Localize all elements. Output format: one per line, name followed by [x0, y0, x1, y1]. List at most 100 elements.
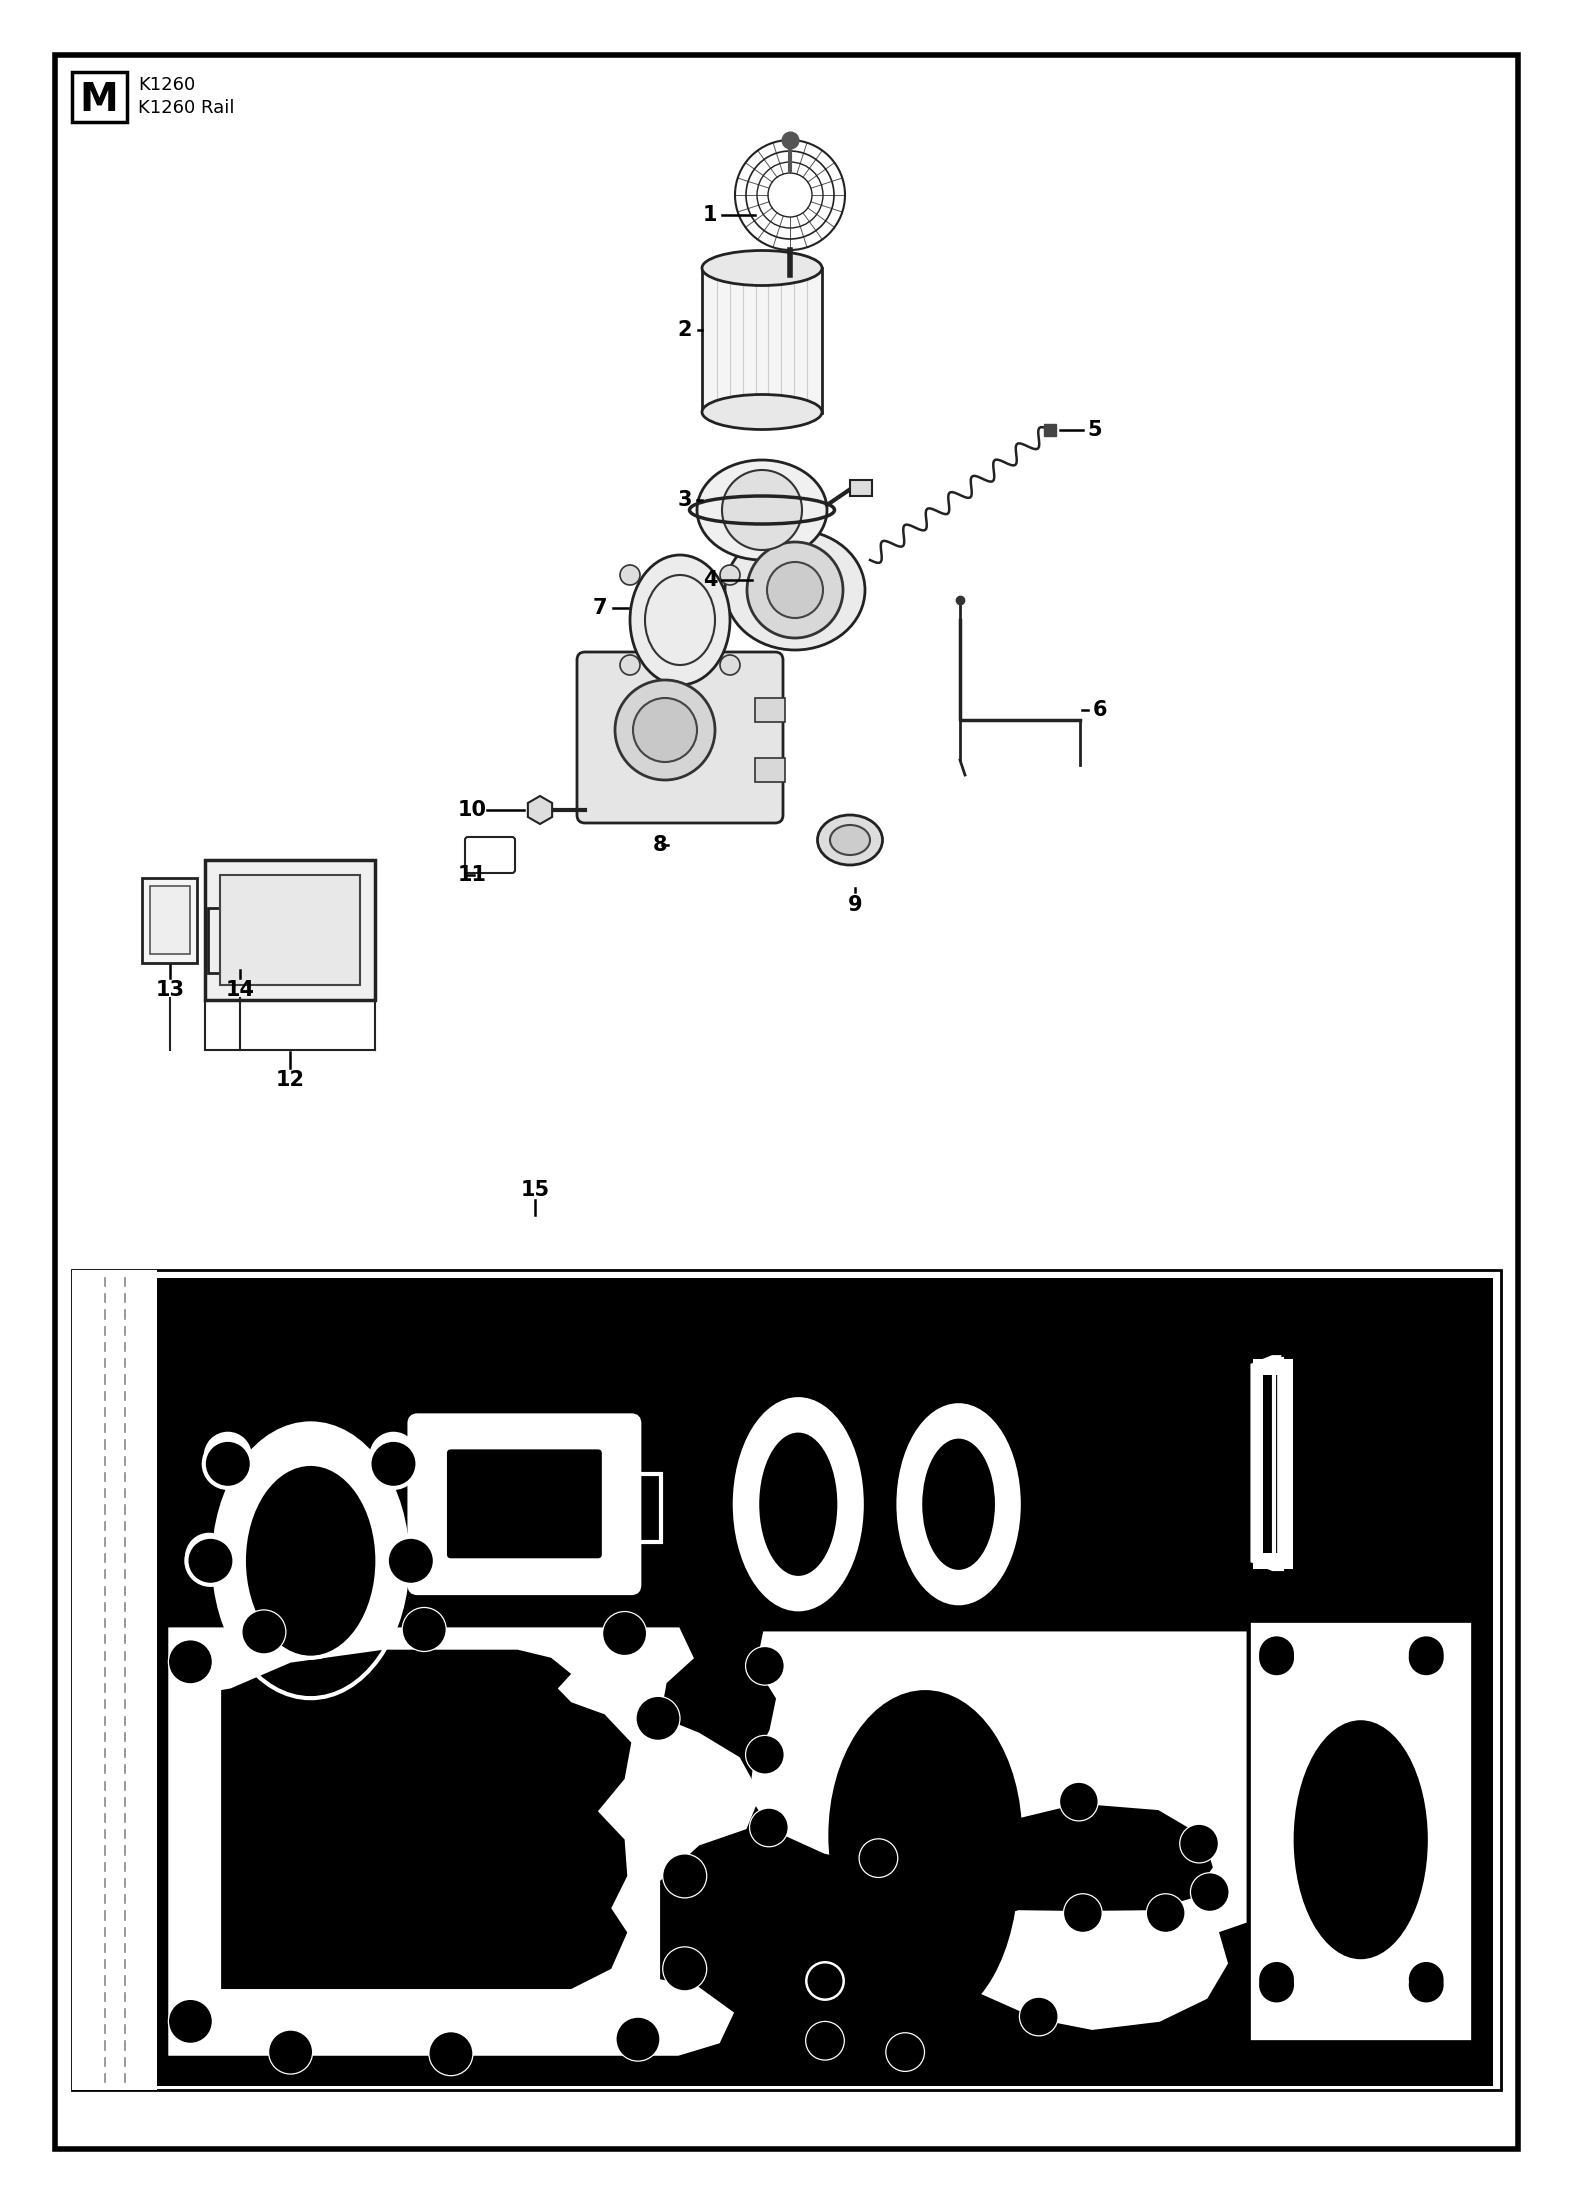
- Circle shape: [637, 1697, 680, 1739]
- Circle shape: [860, 1840, 897, 1878]
- FancyBboxPatch shape: [409, 1415, 639, 1593]
- Circle shape: [242, 1611, 285, 1653]
- Circle shape: [1191, 1873, 1229, 1911]
- Ellipse shape: [845, 1715, 1019, 2021]
- Text: K1260 Rail: K1260 Rail: [138, 99, 234, 117]
- Circle shape: [1019, 1997, 1057, 2034]
- Polygon shape: [222, 1649, 631, 1988]
- Circle shape: [197, 1545, 222, 1569]
- Circle shape: [168, 1640, 212, 1684]
- Bar: [149, 886, 190, 954]
- FancyBboxPatch shape: [445, 1448, 602, 1560]
- Ellipse shape: [725, 529, 865, 650]
- Polygon shape: [1263, 1375, 1282, 1554]
- Bar: [417, 1474, 447, 1543]
- FancyBboxPatch shape: [577, 652, 783, 822]
- Circle shape: [750, 1809, 788, 1847]
- Circle shape: [750, 1809, 788, 1847]
- Circle shape: [746, 1737, 783, 1774]
- Text: 5: 5: [1087, 421, 1103, 441]
- Text: 1: 1: [703, 205, 717, 225]
- Circle shape: [617, 2017, 659, 2061]
- Circle shape: [1065, 1895, 1101, 1931]
- Text: 6: 6: [1093, 701, 1107, 721]
- Ellipse shape: [761, 1433, 835, 1576]
- Ellipse shape: [1296, 1724, 1425, 1957]
- Bar: [631, 1474, 661, 1543]
- Circle shape: [400, 1545, 425, 1569]
- Circle shape: [1180, 1825, 1218, 1862]
- Ellipse shape: [702, 251, 823, 287]
- Circle shape: [429, 2032, 472, 2074]
- Text: 12: 12: [275, 1069, 305, 1091]
- Circle shape: [269, 2030, 311, 2074]
- Bar: [755, 758, 785, 782]
- Circle shape: [1258, 1966, 1295, 2003]
- Text: 7: 7: [593, 597, 607, 617]
- Ellipse shape: [1293, 1719, 1428, 1959]
- Circle shape: [403, 1609, 445, 1651]
- Text: 13: 13: [156, 981, 184, 1001]
- Circle shape: [1191, 1873, 1229, 1911]
- Ellipse shape: [214, 1424, 407, 1697]
- Ellipse shape: [631, 555, 730, 685]
- Bar: [1274, 1360, 1282, 1569]
- Circle shape: [664, 1948, 706, 1990]
- Circle shape: [186, 1536, 234, 1585]
- Circle shape: [620, 564, 640, 584]
- Ellipse shape: [898, 1406, 1019, 1602]
- Ellipse shape: [922, 1437, 996, 1571]
- Circle shape: [370, 1439, 417, 1488]
- Circle shape: [186, 1532, 233, 1580]
- Circle shape: [602, 1611, 647, 1655]
- Circle shape: [403, 1609, 445, 1651]
- Bar: [1252, 1624, 1469, 2036]
- Bar: [389, 1474, 417, 1543]
- Text: 11: 11: [458, 864, 486, 886]
- Text: 14: 14: [225, 981, 255, 1001]
- Text: 8: 8: [653, 835, 667, 855]
- Bar: [72, 73, 127, 121]
- Circle shape: [168, 1999, 212, 2043]
- Bar: [602, 1474, 631, 1543]
- Text: M: M: [80, 82, 118, 119]
- Circle shape: [620, 655, 640, 674]
- Bar: [755, 699, 785, 723]
- Ellipse shape: [735, 1400, 862, 1609]
- Circle shape: [746, 1737, 783, 1774]
- Circle shape: [807, 1962, 843, 1999]
- Circle shape: [429, 2032, 472, 2074]
- Bar: [72, 1270, 157, 2089]
- Circle shape: [617, 2017, 659, 2061]
- FancyBboxPatch shape: [448, 1450, 601, 1556]
- Bar: [849, 480, 871, 496]
- Ellipse shape: [702, 395, 823, 430]
- Circle shape: [242, 1611, 285, 1653]
- Circle shape: [1019, 1997, 1057, 2034]
- Ellipse shape: [697, 461, 827, 560]
- Bar: [1266, 1642, 1455, 2021]
- Bar: [208, 908, 252, 972]
- Circle shape: [389, 1532, 436, 1580]
- Bar: [204, 860, 374, 1001]
- Text: 3: 3: [678, 489, 692, 509]
- Circle shape: [1060, 1783, 1098, 1821]
- Circle shape: [1260, 1962, 1295, 1997]
- Ellipse shape: [818, 815, 882, 864]
- Circle shape: [387, 1536, 434, 1585]
- Ellipse shape: [923, 1439, 993, 1569]
- Ellipse shape: [829, 1690, 1022, 1981]
- Circle shape: [216, 1444, 239, 1468]
- Circle shape: [722, 469, 802, 551]
- Ellipse shape: [758, 1433, 838, 1576]
- Circle shape: [720, 655, 739, 674]
- Circle shape: [1260, 1635, 1295, 1671]
- Circle shape: [370, 1433, 417, 1479]
- Bar: [1268, 1646, 1453, 2017]
- Bar: [72, 1270, 1501, 2089]
- Circle shape: [887, 2034, 923, 2072]
- Bar: [1252, 1624, 1469, 2036]
- Circle shape: [168, 1640, 212, 1684]
- Circle shape: [887, 2034, 923, 2072]
- Circle shape: [1408, 1640, 1446, 1677]
